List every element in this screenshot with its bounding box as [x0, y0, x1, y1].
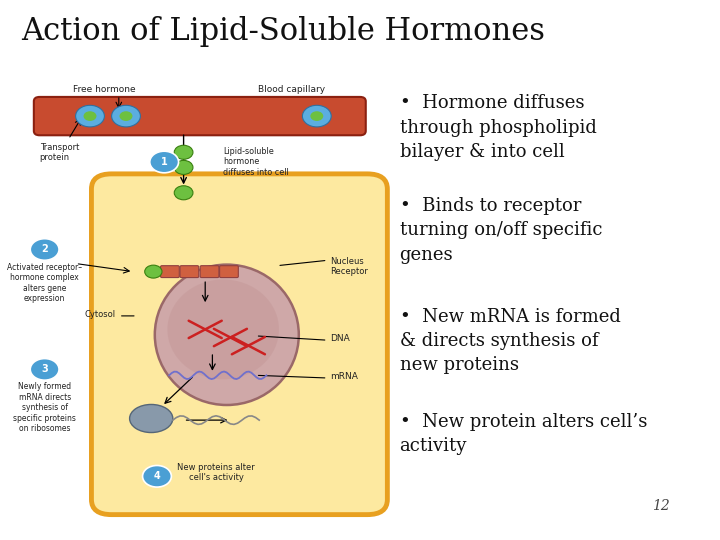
- Text: Lipid-soluble
hormone
diffuses into cell: Lipid-soluble hormone diffuses into cell: [223, 147, 289, 177]
- Circle shape: [30, 359, 59, 380]
- FancyBboxPatch shape: [180, 266, 199, 278]
- FancyBboxPatch shape: [220, 266, 238, 278]
- Circle shape: [84, 111, 96, 121]
- Text: DNA: DNA: [330, 334, 349, 343]
- Ellipse shape: [167, 280, 279, 379]
- Text: 1: 1: [161, 157, 168, 167]
- Ellipse shape: [155, 265, 299, 405]
- Text: •  Binds to receptor
turning on/off specific
genes: • Binds to receptor turning on/off speci…: [400, 197, 602, 264]
- Circle shape: [112, 105, 140, 127]
- Circle shape: [150, 151, 179, 173]
- Text: 4: 4: [153, 471, 161, 481]
- Circle shape: [145, 265, 162, 278]
- Circle shape: [310, 111, 323, 121]
- Text: •  Hormone diffuses
through phospholipid
bilayer & into cell: • Hormone diffuses through phospholipid …: [400, 94, 596, 161]
- FancyBboxPatch shape: [161, 266, 179, 278]
- Text: 2: 2: [41, 245, 48, 254]
- Text: Activated receptor–
hormone complex
alters gene
expression: Activated receptor– hormone complex alte…: [7, 263, 82, 303]
- Text: New proteins alter
cell's activity: New proteins alter cell's activity: [177, 463, 255, 482]
- Circle shape: [174, 186, 193, 200]
- Text: Cytosol: Cytosol: [84, 310, 115, 319]
- Circle shape: [76, 105, 104, 127]
- Text: mRNA: mRNA: [330, 373, 358, 381]
- Circle shape: [174, 160, 193, 174]
- Text: Action of Lipid-Soluble Hormones: Action of Lipid-Soluble Hormones: [22, 16, 546, 47]
- Text: Blood capillary: Blood capillary: [258, 85, 325, 94]
- Text: 3: 3: [41, 364, 48, 374]
- Ellipse shape: [130, 404, 173, 433]
- Circle shape: [143, 465, 171, 487]
- Text: Free hormone: Free hormone: [73, 85, 135, 94]
- Text: Newly formed
mRNA directs
synthesis of
specific proteins
on ribosomes: Newly formed mRNA directs synthesis of s…: [13, 382, 76, 433]
- FancyBboxPatch shape: [200, 266, 219, 278]
- Circle shape: [302, 105, 331, 127]
- Text: Transport
protein: Transport protein: [40, 143, 79, 163]
- Circle shape: [174, 145, 193, 159]
- Circle shape: [120, 111, 132, 121]
- FancyBboxPatch shape: [34, 97, 366, 135]
- Text: •  New protein alters cell’s
activity: • New protein alters cell’s activity: [400, 413, 647, 455]
- FancyBboxPatch shape: [91, 174, 387, 515]
- Text: •  New mRNA is formed
& directs synthesis of
new proteins: • New mRNA is formed & directs synthesis…: [400, 308, 621, 374]
- Text: 12: 12: [652, 499, 670, 513]
- Circle shape: [30, 239, 59, 260]
- Text: Nucleus
Receptor: Nucleus Receptor: [330, 256, 368, 276]
